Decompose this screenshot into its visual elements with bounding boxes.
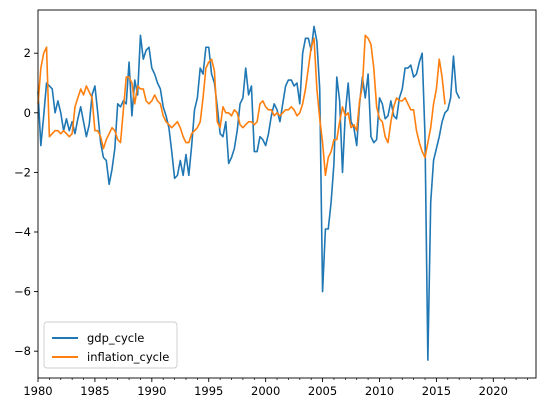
legend: gdp_cycle inflation_cycle — [43, 321, 178, 369]
x-tick-label-2000: 2000 — [251, 384, 280, 398]
x-tick-label-2020: 2020 — [479, 384, 508, 398]
x-tick-label-1985: 1985 — [80, 384, 109, 398]
series-layer — [37, 25, 460, 361]
x-tick-label-1995: 1995 — [194, 384, 223, 398]
axes-layer: 1980 1985 1990 1995 2000 2005 2010 2015 2020 −8 −6… — [14, 46, 528, 398]
x-tick-label-2015: 2015 — [422, 384, 451, 398]
y-tick-label--4: −4 — [14, 225, 31, 239]
x-tick-label-1980: 1980 — [23, 384, 52, 398]
legend-label-gdp-cycle: gdp_cycle — [87, 331, 144, 345]
x-tick-label-2005: 2005 — [308, 384, 337, 398]
x-tick-label-1990: 1990 — [137, 384, 166, 398]
y-tick-label-0: 0 — [24, 106, 31, 120]
x-tick-label-2010: 2010 — [365, 384, 394, 398]
y-tick-label-2: 2 — [24, 46, 31, 60]
legend-label-inflation-cycle: inflation_cycle — [87, 350, 169, 364]
series-line-inflation-cycle — [37, 34, 446, 177]
series-line-gdp-cycle — [37, 25, 460, 361]
y-tick-label--2: −2 — [14, 165, 31, 179]
y-tick-label--8: −8 — [14, 344, 31, 358]
plot-frame — [37, 9, 537, 379]
y-tick-label--6: −6 — [14, 285, 31, 299]
